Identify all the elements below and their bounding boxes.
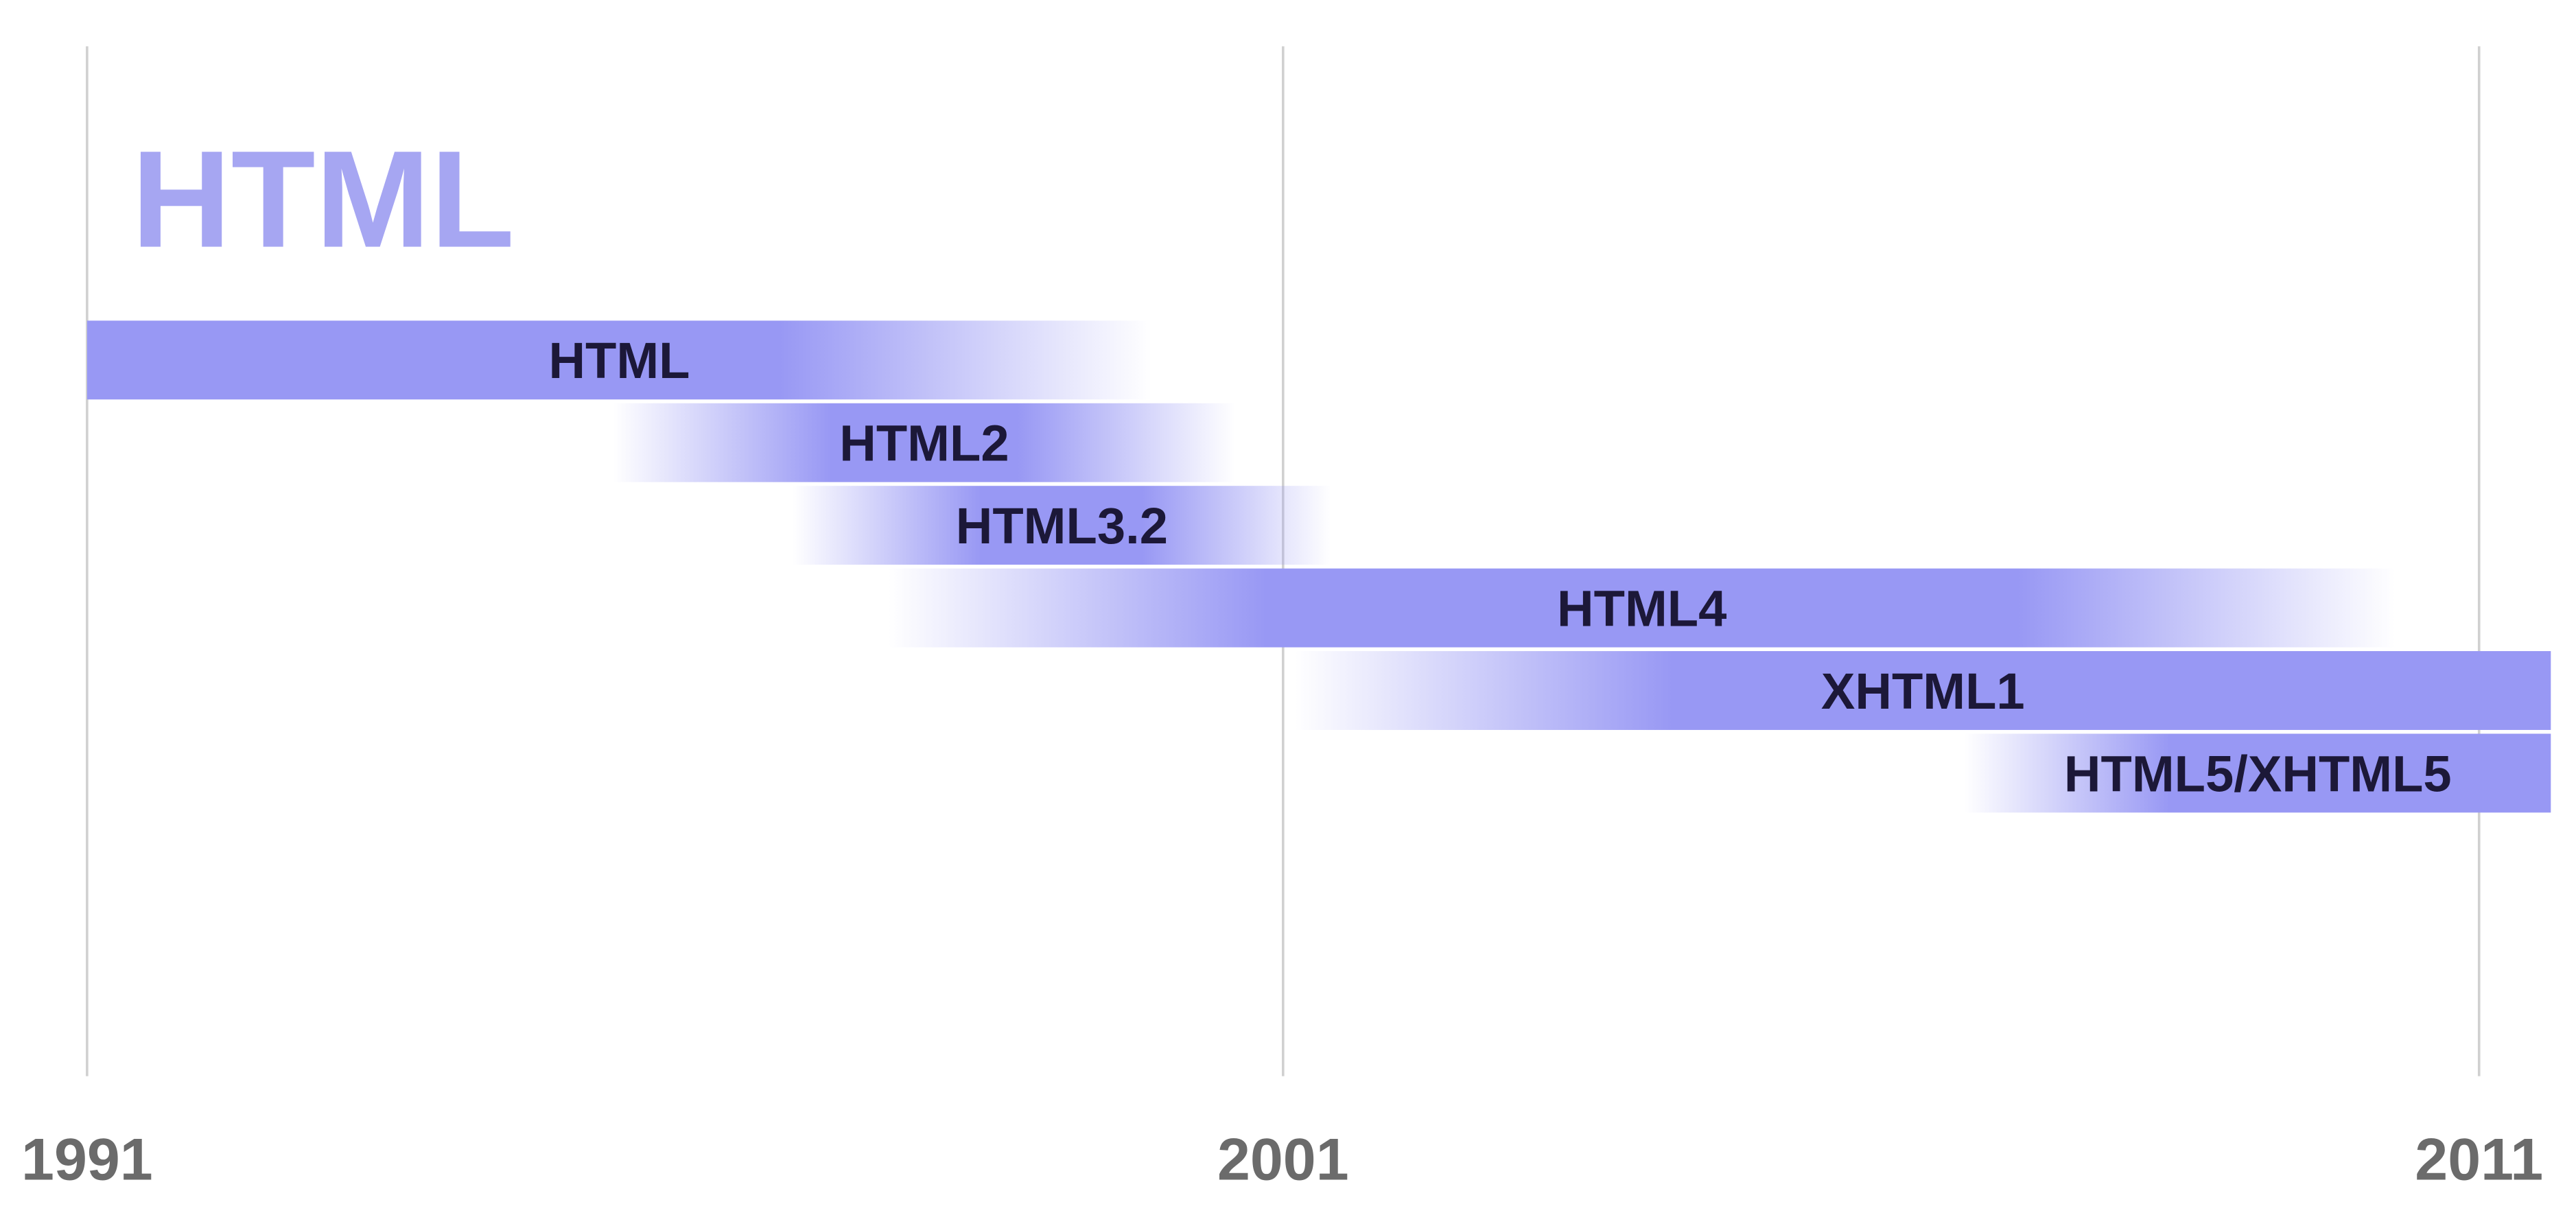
- chart-title: HTML: [132, 122, 515, 276]
- x-tick-label: 1991: [21, 1127, 153, 1192]
- bar-label: HTML4: [1557, 580, 1726, 637]
- bar-label: HTML5/XHTML5: [2064, 745, 2452, 802]
- bar: [1295, 651, 2551, 730]
- bar-label: XHTML1: [1821, 663, 2025, 720]
- x-tick-label: 2011: [2415, 1127, 2543, 1192]
- bar: [1965, 733, 2551, 813]
- x-tick-label: 2001: [1217, 1127, 1349, 1192]
- bar: [793, 486, 1331, 565]
- bar: [613, 403, 1236, 482]
- bar: [888, 568, 2396, 648]
- bar: [86, 320, 1152, 400]
- bar-label: HTML2: [839, 415, 1009, 472]
- bar-label: HTML3.2: [956, 497, 1168, 554]
- bar-label: HTML: [548, 332, 690, 389]
